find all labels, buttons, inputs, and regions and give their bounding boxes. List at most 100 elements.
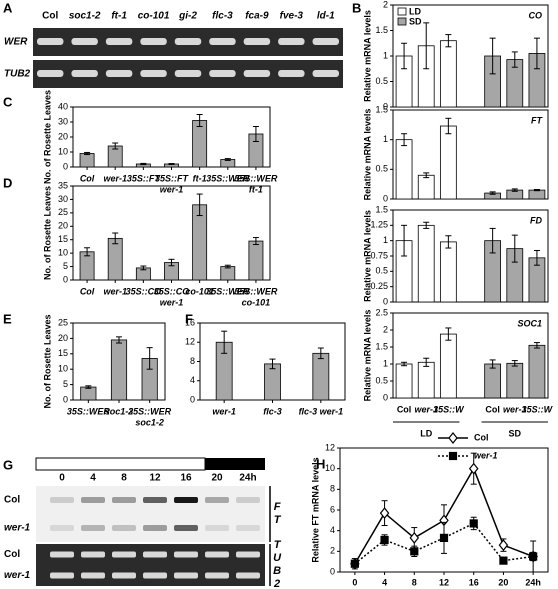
marker [448,451,458,461]
gel-band [174,572,198,579]
y-axis-label: Relative FT mRNA levels [310,457,320,562]
gel-band [209,38,236,45]
lane-label: co-101 [138,11,170,22]
y-tick-label: 10 [58,364,68,374]
x-tick-label: flc-3 [263,406,282,416]
gene-label: FT [271,501,283,527]
time-label: 8 [121,473,127,484]
x-tick-label: 35S::W [433,404,465,414]
row-label: WER [4,37,28,48]
bar [395,363,413,399]
legend-swatch [397,17,407,26]
y-tick-label: 20 [58,221,68,231]
marker [499,556,508,565]
x-tick-label: 35S::WER [67,406,111,416]
gel-band [174,70,202,77]
y-tick-label: 0 [383,101,388,111]
gel-band [50,551,74,558]
y-tick-label: 30 [58,194,68,204]
y-tick-label: 2.5 [375,307,388,317]
bar [417,361,435,399]
gel-band [236,497,260,503]
gel-band [143,572,167,579]
gel-band [112,497,136,503]
bar [110,339,128,401]
gel-band [81,525,105,531]
y-tick-label: 0.5 [375,266,388,276]
lane-label: gi-2 [178,11,197,22]
marker [468,462,479,475]
bar [80,386,97,401]
x-tick-label: ft-1 [249,184,263,194]
y-tick-label: 0.75 [370,250,388,260]
x-tick-label: 24h [525,577,541,587]
y-tick-label: 1.5 [375,104,388,114]
gel-band [37,70,64,77]
y-axis-label: Relative mRNA levels [362,109,372,201]
x-tick-label: 4 [382,577,387,587]
gel-band [143,525,167,531]
x-tick-label: 35S::FT [127,173,162,183]
lane-label: ft-1 [111,11,127,22]
gene-label: TUB2 [271,539,283,589]
x-tick-label: 35S::WER [206,286,250,296]
plot-frame [392,312,549,399]
bar [264,363,281,401]
y-axis-label: No. of Rosette Leaves [42,90,52,184]
y-tick-label: 5 [63,261,68,271]
x-tick-label: wer-1 [503,404,527,414]
marker [350,559,359,568]
bar [248,240,264,281]
marker [439,533,449,543]
y-tick-label: 0.5 [375,164,388,174]
bar [439,125,457,200]
panel-letter: H [316,456,325,471]
panel-letter: A [3,0,13,15]
y-axis-label: No. of Rosette Leaves [42,314,52,408]
x-tick-label: 35S::WER [128,406,172,416]
x-tick-label: 0 [352,577,357,587]
y-tick-label: 20 [58,131,68,141]
y-tick-label: 0 [63,161,68,171]
y-tick-label: 0 [383,193,388,203]
y-axis-label: Relative mRNA levels [362,10,372,102]
gel-band [174,551,198,558]
gel-band [143,497,167,503]
y-tick-label: 2 [383,324,388,334]
y-tick-label: 0 [190,394,195,404]
y-tick-label: 2 [330,546,335,556]
gel-band [81,572,105,579]
x-tick-label: 35S::CO [126,286,162,296]
row-label: wer-1 [4,523,31,534]
legend-label: LD [409,6,421,16]
bar [439,40,457,108]
x-tick-label: co-101 [185,286,214,296]
time-label: 16 [180,473,192,484]
gel-band [105,38,133,45]
gel-band [312,38,339,45]
x-tick-label: wer-1 [212,406,236,416]
y-tick-label: 1 [383,358,388,368]
plot-frame [72,106,271,168]
y-tick-label: 8 [330,484,335,494]
y-tick-label: 4 [330,525,335,535]
gel-band [174,497,198,503]
bar [79,153,95,168]
gel-band [71,70,98,77]
gel-band [81,551,105,558]
bar [484,363,502,399]
y-tick-label: 0.5 [375,375,388,385]
y-tick-label: 10 [58,146,68,156]
x-tick-label: Col [80,286,95,296]
marker [410,547,419,556]
legend-swatch [397,7,407,16]
time-label: 0 [59,473,65,484]
y-tick-label: 1.5 [375,341,388,351]
bar [528,189,546,200]
bar [395,139,413,200]
x-tick-label: 35S::WER [234,173,278,183]
y-axis-label: Relative mRNA levels [362,310,372,402]
time-label: 20 [211,473,223,484]
legend-label: SD [409,16,422,26]
